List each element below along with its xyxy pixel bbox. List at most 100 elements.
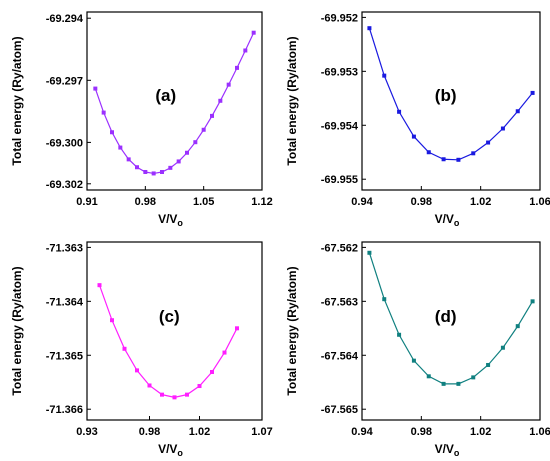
curve — [368, 252, 534, 385]
marker — [172, 395, 177, 400]
marker — [397, 109, 402, 114]
marker — [176, 159, 181, 164]
plot-frame — [361, 11, 541, 191]
y-tick-label: -69.297 — [46, 75, 83, 87]
marker — [210, 113, 214, 118]
y-tick-label: -69.954 — [321, 120, 359, 132]
x-tick-label: 1.02 — [470, 426, 491, 438]
marker — [456, 157, 461, 162]
marker — [197, 384, 202, 389]
marker — [110, 130, 114, 135]
marker — [411, 134, 416, 139]
plot-frame — [86, 241, 263, 421]
y-axis-label: Total energy (Ry/atom) — [285, 266, 299, 395]
marker — [471, 151, 476, 156]
x-axis-label-sub: o — [177, 448, 183, 456]
marker — [147, 383, 152, 388]
y-tick-label: -67.563 — [321, 296, 358, 308]
panel-annotation: (b) — [435, 86, 457, 105]
marker — [500, 345, 505, 350]
marker — [411, 358, 416, 363]
x-axis-label-sub: o — [454, 448, 460, 456]
y-tick-label: -69.302 — [46, 179, 83, 191]
x-axis-label-main: V/V — [435, 442, 454, 456]
x-tick-label: 0.98 — [411, 196, 432, 208]
x-axis-label: V/Vo — [158, 442, 183, 456]
marker — [210, 369, 214, 374]
y-tick-label: -67.565 — [321, 404, 358, 416]
x-axis-label-main: V/V — [158, 442, 177, 456]
marker — [160, 392, 164, 397]
x-tick-label: 0.93 — [76, 426, 97, 438]
x-tick-label: 0.98 — [135, 196, 156, 208]
marker — [530, 90, 535, 95]
marker — [515, 324, 520, 329]
x-axis-label: V/Vo — [435, 212, 460, 228]
marker — [97, 283, 102, 288]
panel-annotation: (a) — [155, 86, 176, 105]
marker — [160, 169, 164, 174]
marker — [530, 299, 535, 304]
x-axis-label-main: V/V — [435, 212, 454, 226]
marker — [515, 109, 520, 114]
x-tick-label: 0.94 — [351, 196, 373, 208]
y-tick-label: -71.363 — [46, 242, 83, 254]
x-tick-label: 1.02 — [189, 426, 210, 438]
marker — [93, 86, 98, 91]
y-tick-label: -69.294 — [46, 13, 84, 25]
y-tick-label: -71.364 — [46, 296, 84, 308]
y-tick-label: -69.300 — [46, 137, 83, 149]
y-tick-label: -69.953 — [321, 66, 358, 78]
marker — [222, 350, 227, 355]
x-tick-label: 1.06 — [529, 426, 550, 438]
marker — [382, 73, 387, 78]
x-axis-label-main: V/V — [158, 212, 177, 226]
marker — [251, 30, 256, 35]
x-axis-label: V/Vo — [158, 212, 183, 228]
y-tick-label: -67.562 — [321, 242, 358, 254]
marker — [382, 297, 387, 302]
marker — [110, 318, 114, 323]
curve — [98, 284, 238, 398]
marker — [185, 150, 189, 155]
x-tick-label: 1.05 — [193, 196, 214, 208]
y-tick-label: -71.365 — [46, 350, 83, 362]
x-tick-label: 0.91 — [76, 196, 97, 208]
plot-frame — [86, 11, 263, 191]
x-tick-label: 0.94 — [351, 426, 373, 438]
x-axis-label: V/Vo — [435, 442, 460, 456]
x-tick-label: 1.07 — [251, 426, 272, 438]
marker — [397, 332, 402, 337]
marker — [135, 165, 139, 170]
x-tick-label: 1.12 — [251, 196, 272, 208]
marker — [367, 250, 372, 255]
marker — [243, 48, 248, 53]
marker — [135, 368, 139, 373]
marker — [367, 26, 372, 31]
y-tick-label: -69.952 — [321, 12, 358, 24]
marker — [122, 346, 127, 351]
marker — [201, 127, 206, 132]
y-axis-label: Total energy (Ry/atom) — [10, 266, 24, 395]
marker — [426, 374, 431, 379]
curve — [368, 28, 534, 161]
x-tick-label: 1.06 — [529, 196, 550, 208]
marker — [193, 140, 198, 145]
marker — [168, 165, 173, 170]
marker — [126, 157, 131, 162]
marker — [235, 65, 239, 70]
marker — [486, 362, 491, 367]
marker — [441, 381, 446, 386]
marker — [456, 381, 461, 386]
marker — [426, 150, 431, 155]
marker — [486, 140, 491, 145]
y-tick-label: -67.564 — [321, 350, 359, 362]
marker — [235, 326, 239, 331]
y-axis-label: Total energy (Ry/atom) — [285, 36, 299, 165]
marker — [226, 82, 231, 87]
marker — [500, 126, 505, 131]
marker — [118, 145, 123, 150]
marker — [101, 110, 106, 115]
y-tick-label: -71.366 — [46, 404, 83, 416]
